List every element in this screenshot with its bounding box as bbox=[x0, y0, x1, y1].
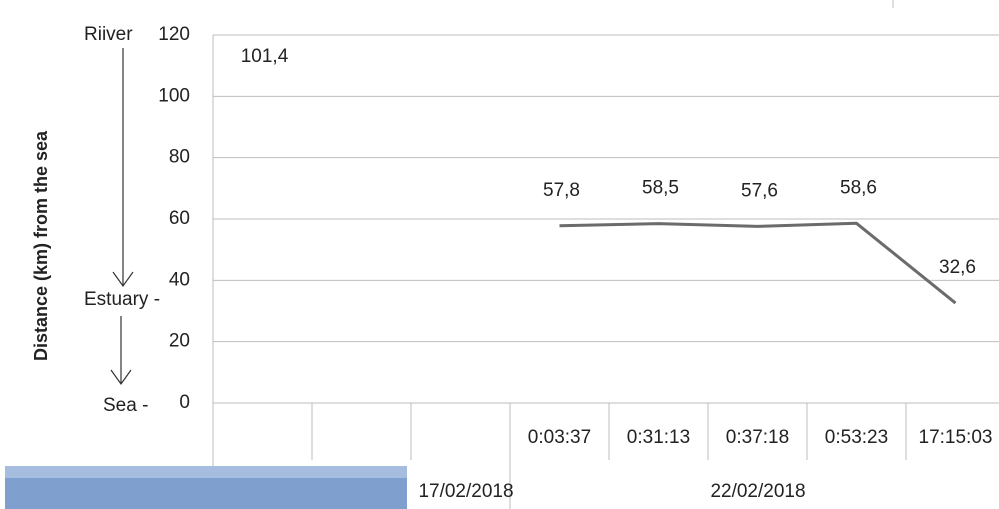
x-tick-label: 17:15:03 bbox=[919, 427, 993, 448]
arrow bbox=[112, 48, 134, 288]
y-axis-title: Distance (km) from the sea bbox=[31, 130, 51, 361]
group-label: 22/02/2018 bbox=[710, 481, 805, 502]
x-tick-label: 0:31:13 bbox=[627, 427, 690, 448]
annotation: Estuary - bbox=[84, 289, 160, 310]
x-tick-label: 0:03:37 bbox=[528, 427, 591, 448]
group-label: 17/02/2018 bbox=[418, 481, 513, 502]
y-tick-label: 40 bbox=[169, 269, 190, 290]
data-label: 58,6 bbox=[840, 177, 877, 198]
data-label: 57,6 bbox=[741, 180, 778, 201]
arrow bbox=[110, 316, 132, 386]
y-tick-label: 100 bbox=[158, 85, 190, 106]
y-tick-label: 60 bbox=[169, 208, 190, 229]
annotation: Sea - bbox=[103, 395, 148, 416]
arrows bbox=[110, 48, 134, 386]
x-tick-label: 0:37:18 bbox=[726, 427, 789, 448]
annotation: Riiver bbox=[84, 24, 133, 45]
data-label: 57,8 bbox=[543, 180, 580, 201]
y-tick-label: 20 bbox=[169, 331, 190, 352]
x-tick-label: 0:53:23 bbox=[825, 427, 888, 448]
y-tick-label: 0 bbox=[179, 392, 190, 413]
y-tick-label: 80 bbox=[169, 147, 190, 168]
data-label: 101,4 bbox=[241, 46, 289, 67]
line bbox=[559, 221, 957, 305]
data-label: 32,6 bbox=[939, 257, 976, 278]
data-label: 58,5 bbox=[642, 178, 679, 199]
overlay-image-shade bbox=[5, 466, 407, 478]
y-tick-label: 120 bbox=[158, 24, 190, 45]
